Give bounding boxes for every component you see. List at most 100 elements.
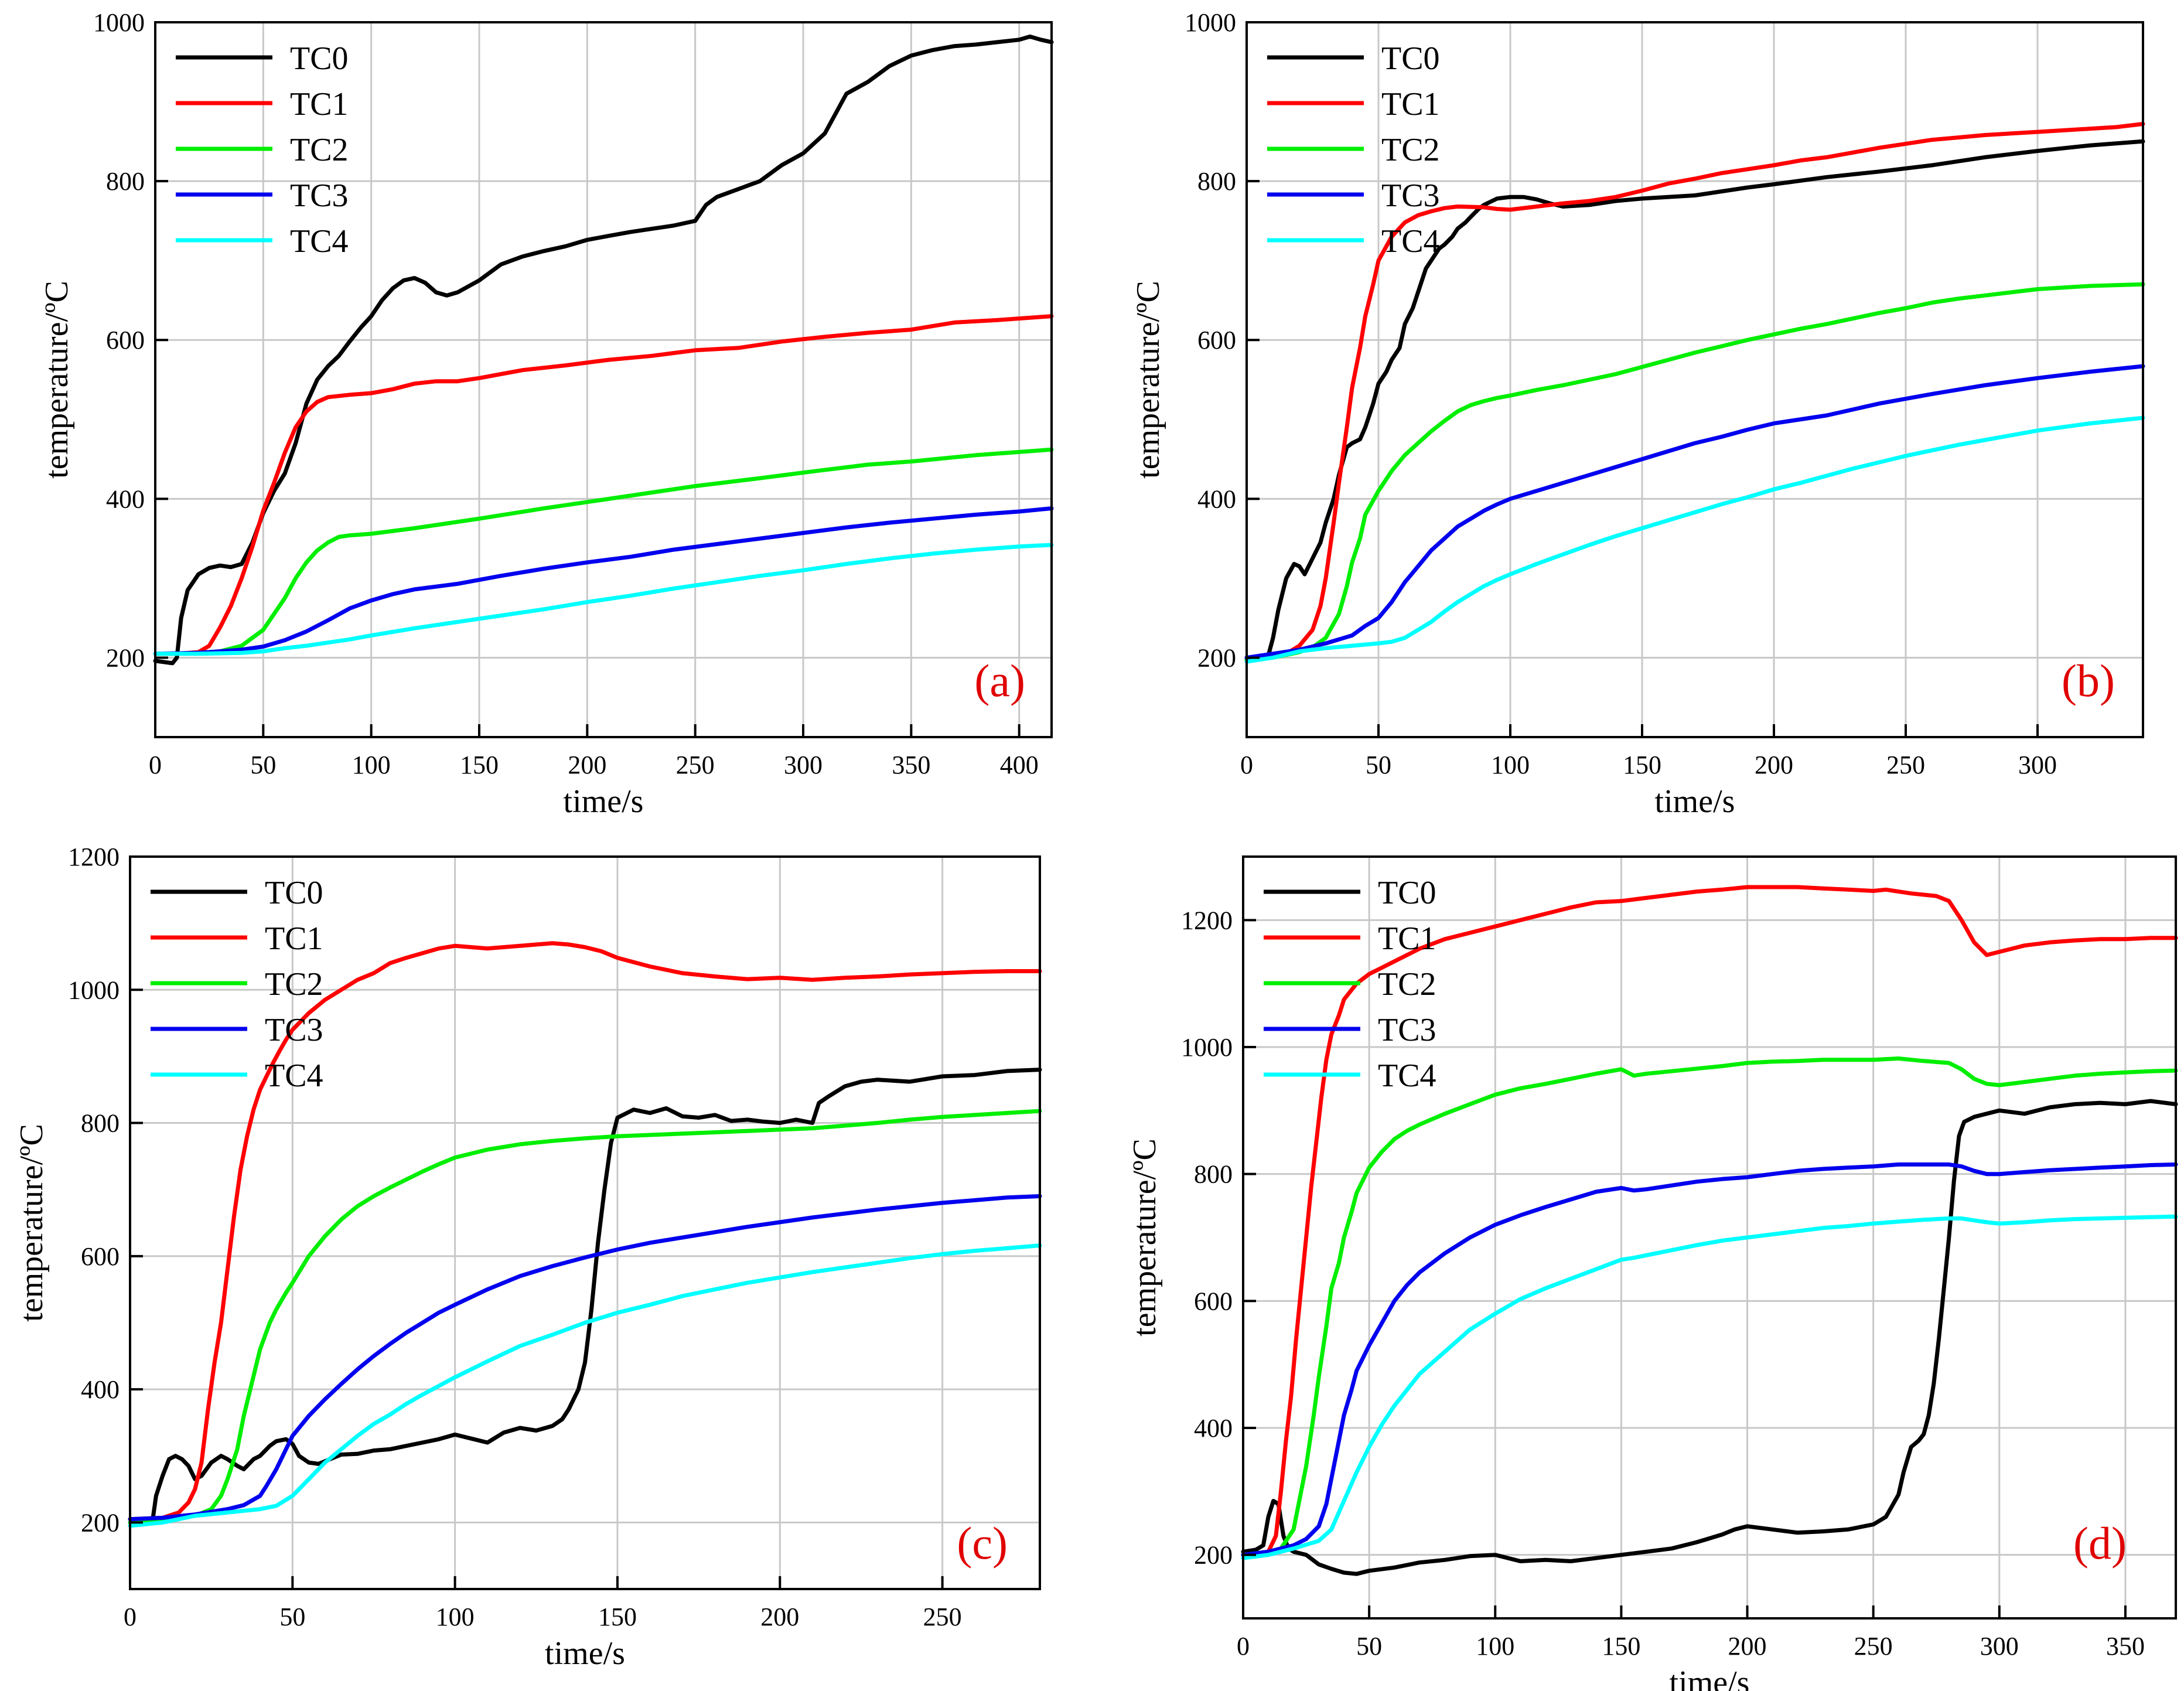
x-tick-label: 0 [124,1603,136,1631]
series-line-tc3 [153,506,1054,656]
x-tick-label: 50 [1356,1632,1382,1661]
legend-label-tc1: TC1 [265,920,323,957]
series-line-tc1 [1241,885,2178,1557]
series-line-tc4 [1244,415,2145,664]
legend-label-tc2: TC2 [290,132,349,168]
x-tick-label: 200 [760,1603,799,1631]
chart-panel-4: 0 50 100 150 200 250 300 350 200 400 600 800 1000 120… [1127,855,2178,1691]
x-tick-label: 50 [250,751,276,779]
plot-frame [1242,855,2177,1620]
y-axis-label: temperature/ºC [39,281,75,479]
series-line-tc0 [153,34,1054,666]
x-tick-label: 100 [352,751,391,779]
y-tick-label: 800 [1194,1160,1233,1189]
legend-label-tc3: TC3 [265,1012,323,1048]
chart-panel-1: 0 50 100 150 200 250 300 350 400 200 400 600 800 1000… [39,8,1054,820]
x-tick-label: 200 [1728,1632,1767,1661]
y-tick-label: 200 [81,1508,120,1537]
x-tick-label: 100 [1491,751,1530,779]
y-tick-label: 1200 [1181,906,1233,935]
x-tick-label: 150 [598,1603,637,1631]
x-tick-label: 250 [676,751,715,779]
legend-label-tc2: TC2 [1378,966,1436,1003]
legend-label-tc4: TC4 [1378,1058,1436,1094]
plot-frame [154,21,1053,738]
x-tick-label: 0 [1240,751,1253,779]
x-tick-label: 50 [1366,751,1391,779]
y-tick-label: 400 [81,1375,120,1404]
series-line-tc2 [1244,282,2145,662]
y-tick-label: 1000 [1181,1033,1233,1062]
series-line-tc0 [1244,139,2145,662]
x-axis-label: time/s [564,783,644,820]
y-tick-label: 800 [81,1109,120,1138]
x-tick-label: 150 [1623,751,1661,779]
y-tick-label: 600 [1194,1287,1233,1315]
x-tick-label: 50 [279,1603,305,1631]
series-line-tc1 [128,941,1042,1522]
x-tick-label: 250 [1886,751,1925,779]
y-tick-label: 600 [81,1242,120,1271]
y-tick-label: 600 [106,326,145,354]
series-line-tc2 [153,447,1054,656]
panel-label: (b) [2062,655,2115,706]
legend-label-tc3: TC3 [1381,178,1440,214]
x-tick-label: 350 [2106,1632,2145,1661]
legend-label-tc0: TC0 [265,875,323,911]
legend-label-tc1: TC1 [1381,86,1440,122]
panel-label: (c) [957,1518,1008,1569]
y-tick-label: 400 [1194,1414,1233,1443]
series-line-tc1 [1244,122,2145,660]
panel-label: (a) [974,655,1025,706]
chart-panel-2: 0 50 100 150 200 250 300 200 400 600 800 1000 time/s… [1130,8,2145,820]
x-axis-label: time/s [1670,1665,1750,1691]
legend-label-tc1: TC1 [290,86,349,122]
series-line-tc4 [128,1243,1042,1528]
series-line-tc2 [1241,1056,2178,1557]
series-line-tc4 [153,543,1054,656]
x-tick-label: 0 [1237,1632,1250,1661]
y-tick-label: 1000 [93,8,145,37]
x-tick-label: 300 [1980,1632,2019,1661]
series-line-tc1 [153,314,1054,656]
legend-label-tc0: TC0 [1381,40,1440,77]
series-line-tc0 [1241,1099,2178,1576]
series-line-tc2 [128,1109,1042,1525]
x-tick-label: 100 [1476,1632,1514,1661]
x-tick-label: 100 [436,1603,475,1631]
legend-label-tc1: TC1 [1378,920,1436,957]
legend-label-tc0: TC0 [1378,875,1436,911]
legend-label-tc2: TC2 [1381,132,1440,168]
legend-label-tc3: TC3 [290,178,349,214]
y-axis-label: temperature/ºC [13,1124,50,1322]
x-tick-label: 300 [784,751,823,779]
y-axis-label: temperature/ºC [1127,1138,1163,1337]
x-tick-label: 150 [1602,1632,1640,1661]
y-tick-label: 1000 [1185,8,1236,37]
legend-label-tc2: TC2 [265,966,323,1003]
legend-label-tc4: TC4 [290,223,349,260]
legend-label-tc4: TC4 [1381,223,1440,260]
x-tick-label: 350 [892,751,930,779]
y-tick-label: 200 [1194,1541,1233,1570]
series-line-tc3 [128,1194,1042,1522]
legend-label-tc0: TC0 [290,40,349,77]
x-tick-label: 150 [460,751,499,779]
series-line-tc3 [1244,364,2145,660]
legend-label-tc3: TC3 [1378,1012,1436,1048]
legend-label-tc4: TC4 [265,1058,323,1094]
y-axis-label: temperature/ºC [1130,281,1166,479]
series-line-tc0 [128,1068,1042,1525]
y-tick-label: 800 [1197,167,1236,196]
y-tick-label: 800 [106,167,145,196]
chart-panel-3: 0 50 100 150 200 250 200 400 600 800 1000 1200 time/… [13,843,1042,1672]
panel-label: (d) [2073,1518,2127,1569]
series-line-tc4 [1241,1214,2178,1560]
x-tick-label: 400 [1000,751,1039,779]
plot-frame [129,855,1041,1590]
y-tick-label: 400 [106,485,145,513]
x-tick-label: 250 [1854,1632,1893,1661]
y-tick-label: 400 [1197,485,1236,513]
x-tick-label: 250 [923,1603,962,1631]
